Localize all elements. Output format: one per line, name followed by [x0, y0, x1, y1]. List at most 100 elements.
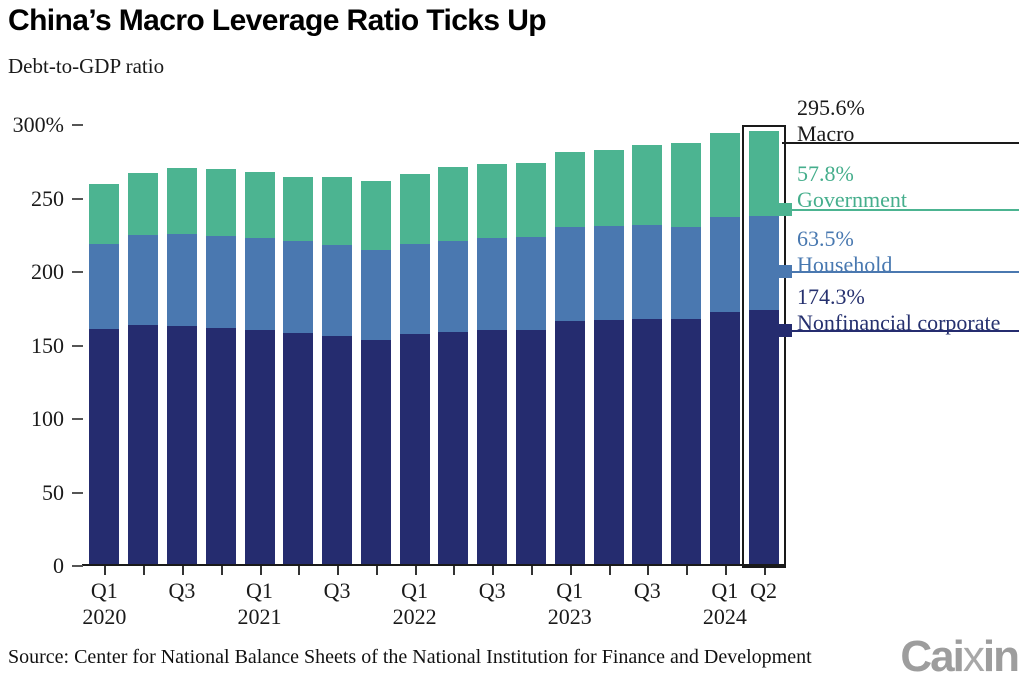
segment-household: [244, 237, 275, 330]
segment-government: [399, 173, 430, 244]
y-axis-tick: [72, 491, 83, 494]
bar-2020-q1[interactable]: [89, 183, 120, 566]
y-axis-label: 100: [31, 406, 64, 431]
bar-2024-q1[interactable]: [709, 133, 740, 566]
segment-household: [399, 243, 430, 335]
bar-2023-q2[interactable]: [593, 150, 624, 566]
segment-government: [554, 151, 585, 228]
caixin-logo-part1: Cai: [900, 632, 965, 681]
segment-nonfinancial-corporate: [671, 319, 702, 566]
segment-nonfinancial-corporate: [205, 327, 236, 566]
bar-2022-q2[interactable]: [438, 166, 469, 566]
x-axis-tick: [143, 566, 146, 575]
segment-household: [671, 226, 702, 320]
segment-household: [360, 249, 391, 341]
callout-nonfinancial-label: Nonfinancial corporate: [797, 310, 1001, 335]
x-axis-tick: [453, 566, 456, 575]
y-axis-label: 250: [31, 185, 64, 211]
x-axis-label: Q1 2023: [547, 578, 592, 629]
x-axis-tick: [298, 566, 301, 575]
bar-2021-q3[interactable]: [322, 177, 353, 566]
segment-household: [128, 235, 159, 325]
caixin-logo-x: x: [962, 632, 985, 681]
caixin-logo-part2: in: [982, 632, 1020, 681]
x-axis-tick: [647, 566, 650, 575]
bar-2022-q1[interactable]: [399, 173, 430, 566]
x-axis-tick: [181, 566, 184, 575]
x-axis-line: [82, 564, 784, 566]
y-axis-label: 300%: [12, 112, 64, 137]
callout-household-line: [785, 271, 1019, 273]
callout-household-label: Household: [797, 252, 893, 277]
segment-household: [477, 237, 508, 330]
callout-macro: 295.6% Macro: [797, 95, 865, 147]
y-axis-label: 0: [53, 553, 64, 578]
segment-household: [515, 237, 546, 330]
callout-household: 63.5% Household: [797, 226, 892, 278]
bar-2020-q3[interactable]: [166, 167, 197, 566]
segment-government: [748, 131, 779, 217]
x-axis-tick: [763, 566, 766, 575]
segment-nonfinancial-corporate: [89, 329, 120, 566]
plot-area: [85, 125, 783, 566]
segment-household: [438, 240, 469, 332]
y-axis-label: 150: [31, 332, 64, 358]
x-axis-label: Q2: [750, 578, 778, 603]
segment-nonfinancial-corporate: [128, 324, 159, 566]
y-axis-tick: [72, 565, 83, 567]
callout-nonfinancial-value: 174.3%: [797, 284, 865, 309]
segment-government: [322, 177, 353, 245]
bar-2024-q2[interactable]: [748, 131, 779, 566]
bar-2020-q2[interactable]: [128, 172, 159, 566]
x-axis-tick: [337, 566, 340, 575]
y-axis-tick: [72, 124, 83, 126]
x-axis-label: Q1 2021: [237, 578, 282, 629]
segment-government: [283, 176, 314, 241]
x-axis-tick: [220, 566, 223, 575]
callout-government-line: [785, 209, 1019, 211]
bar-2021-q4[interactable]: [360, 181, 391, 566]
segment-government: [89, 183, 120, 244]
bar-2021-q2[interactable]: [283, 176, 314, 566]
bar-2023-q4[interactable]: [671, 143, 702, 566]
segment-government: [477, 163, 508, 238]
segment-nonfinancial-corporate: [360, 340, 391, 566]
x-axis-label: Q1 2024: [702, 578, 747, 629]
segment-household: [632, 224, 663, 319]
segment-nonfinancial-corporate: [748, 309, 779, 566]
bar-2022-q4[interactable]: [515, 163, 546, 566]
segment-nonfinancial-corporate: [283, 333, 314, 566]
segment-household: [554, 227, 585, 322]
y-axis-tick: [72, 418, 83, 420]
source-note: Source: Center for National Balance Shee…: [8, 646, 812, 668]
bar-2020-q4[interactable]: [205, 168, 236, 566]
x-axis-label: Q3: [633, 578, 661, 603]
segment-household: [748, 216, 779, 310]
segment-government: [671, 143, 702, 227]
segment-nonfinancial-corporate: [322, 336, 353, 566]
segment-household: [89, 243, 120, 330]
bar-2022-q3[interactable]: [477, 163, 508, 566]
segment-nonfinancial-corporate: [515, 329, 546, 566]
x-axis-tick: [259, 566, 262, 575]
callout-government-value: 57.8%: [797, 161, 854, 186]
x-axis-tick: [104, 566, 107, 575]
segment-nonfinancial-corporate: [438, 331, 469, 566]
bar-2023-q1[interactable]: [554, 151, 585, 566]
callout-government: 57.8% Government: [797, 161, 907, 213]
y-axis-tick: [72, 271, 83, 273]
x-axis-label: Q3: [478, 578, 506, 603]
x-axis-label: Q1 2020: [82, 578, 127, 629]
bar-2021-q1[interactable]: [244, 171, 275, 566]
segment-nonfinancial-corporate: [709, 311, 740, 566]
callout-macro-label: Macro: [797, 121, 855, 146]
highlight-box-q2-2024: [741, 125, 786, 568]
chart-subtitle: Debt-to-GDP ratio: [8, 54, 165, 78]
x-axis-tick: [724, 566, 727, 575]
x-axis-tick: [569, 566, 572, 575]
segment-household: [709, 216, 740, 312]
callout-nonfinancial: 174.3% Nonfinancial corporate: [797, 284, 1000, 336]
callout-macro-value: 295.6%: [797, 95, 865, 120]
bar-2023-q3[interactable]: [632, 145, 663, 566]
segment-nonfinancial-corporate: [632, 318, 663, 566]
